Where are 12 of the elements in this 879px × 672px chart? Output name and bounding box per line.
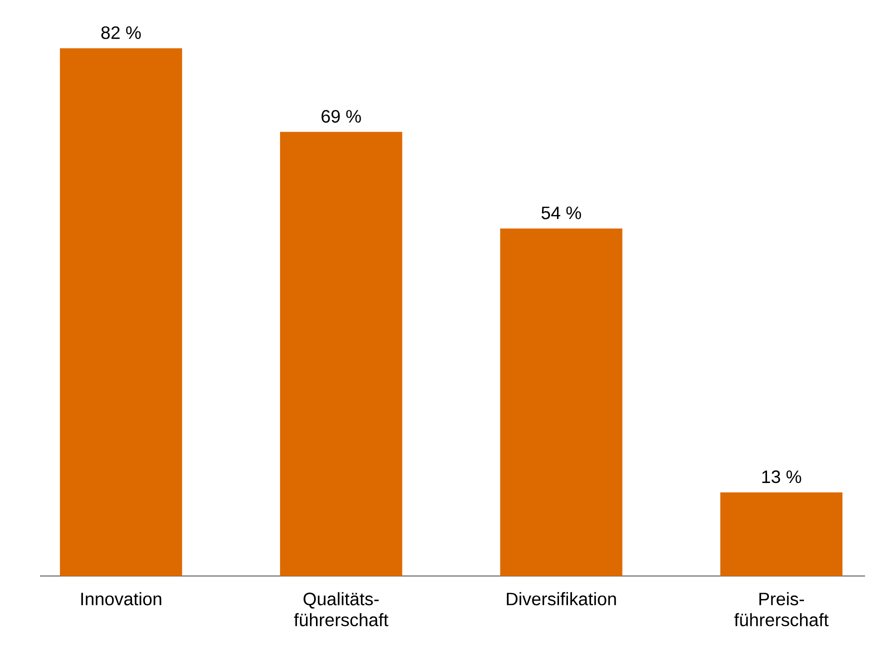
data-label: 82 % <box>101 26 141 40</box>
x-tick-label: Preis-führerschaft <box>734 592 829 626</box>
x-tick-label: Diversifikation <box>506 592 616 606</box>
data-label: 69 % <box>322 110 361 123</box>
bar <box>60 48 182 576</box>
data-label: 13 % <box>762 470 802 484</box>
x-tick-label: Qualitäts-führerschaft <box>294 592 388 626</box>
bar <box>720 492 842 576</box>
bar <box>500 228 622 576</box>
bar <box>280 132 402 576</box>
data-label: 54 % <box>542 206 582 220</box>
x-tick-label: Innovation <box>81 592 162 606</box>
